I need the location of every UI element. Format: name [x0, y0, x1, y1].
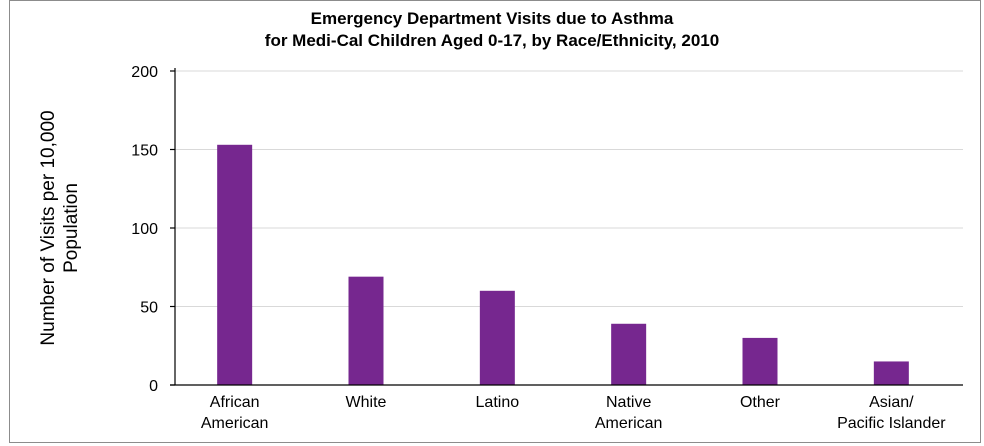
- y-tick-label: 150: [131, 143, 158, 160]
- chart-title-line: for Medi-Cal Children Aged 0-17, by Race…: [265, 31, 719, 50]
- bar: [217, 144, 253, 385]
- y-axis-label-line: Population: [61, 183, 82, 273]
- y-axis-label: Number of Visits per 10,000 Population: [38, 110, 82, 345]
- bars: [217, 144, 909, 385]
- gridlines: [175, 70, 963, 307]
- bar: [479, 290, 515, 385]
- y-tick-label: 0: [149, 378, 158, 395]
- x-tick-label: Asian/: [869, 394, 914, 411]
- x-axis-ticks: African American White Latino Native American…: [201, 394, 946, 432]
- x-tick-label: African: [210, 394, 260, 411]
- y-tick-label: 100: [131, 221, 158, 238]
- bar: [873, 361, 909, 385]
- x-tick-label: White: [346, 394, 387, 411]
- axes: [170, 68, 963, 386]
- bar: [611, 323, 647, 385]
- y-tick-label: 50: [140, 300, 158, 317]
- x-tick-label: Native: [606, 394, 651, 411]
- x-tick-label: Pacific Islander: [837, 415, 946, 432]
- bar: [742, 337, 778, 385]
- x-tick-label: Other: [740, 394, 781, 411]
- y-axis-label-line: Number of Visits per 10,000: [38, 110, 59, 345]
- y-tick-label: 200: [131, 64, 158, 81]
- y-axis-ticks: 0 50 100 150 200: [131, 64, 175, 395]
- x-tick-label: Latino: [476, 394, 520, 411]
- chart-title: Emergency Department Visits due to Asthm…: [265, 9, 719, 50]
- x-tick-label: American: [201, 415, 269, 432]
- bar: [348, 276, 384, 385]
- x-tick-label: American: [595, 415, 663, 432]
- chart-title-line: Emergency Department Visits due to Asthm…: [311, 9, 674, 28]
